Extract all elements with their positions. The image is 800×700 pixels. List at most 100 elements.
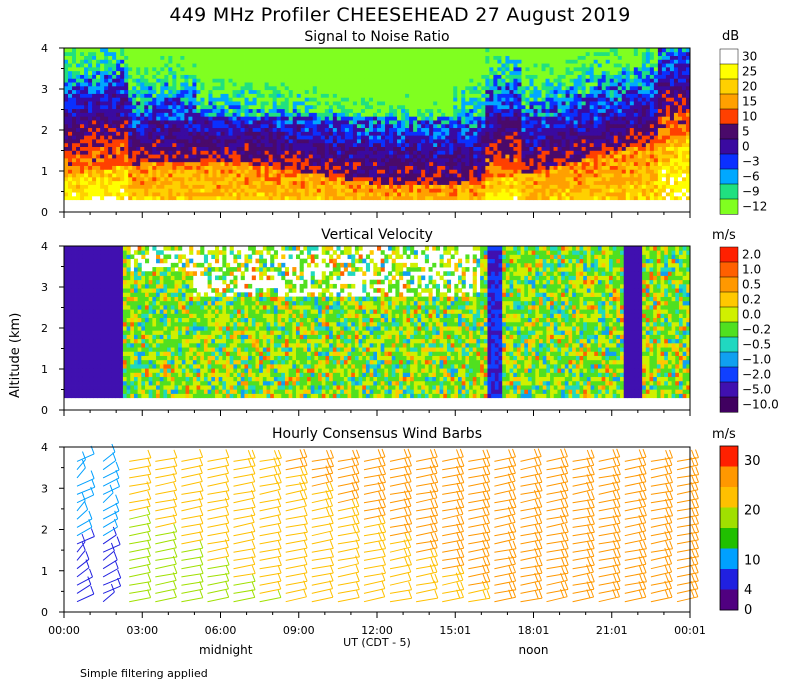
colorbar-swatch <box>719 381 739 398</box>
y-tick-label: 2 <box>41 322 48 335</box>
colorbar-label: −1.0 <box>742 353 771 367</box>
snr-panel-title: Signal to Noise Ratio <box>304 29 450 45</box>
colorbar-swatch <box>719 198 739 215</box>
colorbar-swatch <box>720 528 738 549</box>
colorbar-label: −0.2 <box>742 323 771 337</box>
colorbar-label: 15 <box>742 95 757 109</box>
colorbar-swatch <box>719 246 739 263</box>
colorbar-swatch <box>719 93 739 110</box>
colorbar-swatch <box>719 168 739 185</box>
colorbar-swatch <box>720 507 738 529</box>
colorbar-swatch <box>719 108 739 125</box>
y-tick-label: 1 <box>41 165 48 178</box>
colorbar-swatch <box>719 153 739 170</box>
colorbar-frame <box>719 445 739 611</box>
colorbar-label: 30 <box>742 50 757 64</box>
wind-barbs <box>76 443 700 603</box>
colorbar-swatch <box>719 78 739 95</box>
vv-panel-title: Vertical Velocity <box>321 227 433 243</box>
colorbars: 302520151050−3−6−9−122.01.00.50.20.0−0.2… <box>719 48 779 618</box>
local-time-label: midnight <box>199 643 253 657</box>
x-tick-label: 03:00 <box>126 624 158 637</box>
colorbar-label: 5 <box>742 125 750 139</box>
x-tick-label: 00:00 <box>48 624 80 637</box>
colorbar-swatch <box>719 261 739 278</box>
y-tick-label: 4 <box>41 240 48 253</box>
colorbar-label: −9 <box>742 185 760 199</box>
y-tick-label: 2 <box>41 124 48 137</box>
colorbar-label: 0 <box>742 140 750 154</box>
y-tick-label: 4 <box>41 441 48 454</box>
y-tick-label: 2 <box>41 524 48 537</box>
colorbar-label: 2.0 <box>742 248 761 262</box>
colorbar-swatch <box>719 123 739 140</box>
figure-title: 449 MHz Profiler CHEESEHEAD 27 August 20… <box>169 4 631 26</box>
colorbar-label: 0.5 <box>742 278 761 292</box>
x-tick-label: 06:00 <box>205 624 237 637</box>
y-tick-label: 3 <box>41 281 48 294</box>
y-tick-label: 1 <box>41 565 48 578</box>
y-tick-label: 3 <box>41 482 48 495</box>
colorbar-label: −12 <box>742 200 767 214</box>
colorbar-swatch <box>719 291 739 308</box>
colorbar-swatch <box>720 487 738 508</box>
wind-panel-title: Hourly Consensus Wind Barbs <box>271 426 482 442</box>
colorbar-label: 20 <box>744 504 761 519</box>
colorbar-swatch <box>719 366 739 383</box>
colorbar-swatch <box>719 351 739 368</box>
filtering-note: Simple filtering applied <box>80 667 208 680</box>
axes: 0 1 2 3 4 0 1 2 3 4 0 1 2 3 4 00:00 03:00 06:00 09:00 12:00… <box>41 42 706 657</box>
wind-unit-label: m/s <box>712 427 736 442</box>
x-tick-label: 12:00 <box>361 624 393 637</box>
colorbar-swatch <box>719 396 739 413</box>
colorbar-swatch <box>719 183 739 200</box>
y-tick-label: 0 <box>41 206 48 219</box>
colorbar-swatch <box>720 466 738 488</box>
colorbar-label: 0 <box>744 603 752 618</box>
vertical-velocity-heatmap <box>64 246 691 399</box>
colorbar-label: 4 <box>744 583 752 598</box>
colorbar-swatch <box>719 276 739 293</box>
y-tick-label: 0 <box>41 606 48 619</box>
colorbar-swatch <box>720 589 738 611</box>
local-time-label: noon <box>519 643 549 657</box>
x-tick-label: 18:01 <box>518 624 550 637</box>
colorbar-swatch <box>719 138 739 155</box>
colorbar-label: −10.0 <box>742 398 779 412</box>
colorbar-label: 10 <box>744 553 761 568</box>
colorbar-label: −6 <box>742 170 760 184</box>
snr-heatmap <box>64 48 691 201</box>
colorbar-label: 25 <box>742 65 757 79</box>
x-tick-label: 21:01 <box>596 624 628 637</box>
panel-frame <box>63 446 691 613</box>
vv-unit-label: m/s <box>712 228 736 243</box>
colorbar-label: 30 <box>744 454 761 469</box>
colorbar-label: 0.2 <box>742 293 761 307</box>
y-tick-label: 4 <box>41 42 48 55</box>
y-tick-label: 3 <box>41 83 48 96</box>
colorbar-label: −2.0 <box>742 368 771 382</box>
colorbar-label: 1.0 <box>742 263 761 277</box>
colorbar-swatch <box>719 63 739 80</box>
colorbar-swatch <box>719 48 739 65</box>
colorbar-label: 0.0 <box>742 308 761 322</box>
colorbar-label: −0.5 <box>742 338 771 352</box>
colorbar-swatch <box>719 306 739 323</box>
x-tick-label: 09:00 <box>283 624 315 637</box>
x-tick-label: 00:01 <box>674 624 706 637</box>
colorbar-swatch <box>720 569 738 590</box>
colorbar-swatch <box>719 321 739 338</box>
colorbar-swatch <box>720 446 738 467</box>
y-tick-label: 0 <box>41 404 48 417</box>
x-axis-label: UT (CDT - 5) <box>343 636 411 649</box>
y-tick-label: 1 <box>41 363 48 376</box>
snr-unit-label: dB <box>722 29 740 44</box>
x-tick-label: 15:01 <box>439 624 471 637</box>
colorbar-label: 20 <box>742 80 757 94</box>
colorbar-label: −3 <box>742 155 760 169</box>
colorbar-label: −5.0 <box>742 383 771 397</box>
colorbar-swatch <box>719 336 739 353</box>
colorbar-label: 10 <box>742 110 757 124</box>
colorbar-swatch <box>720 548 738 570</box>
